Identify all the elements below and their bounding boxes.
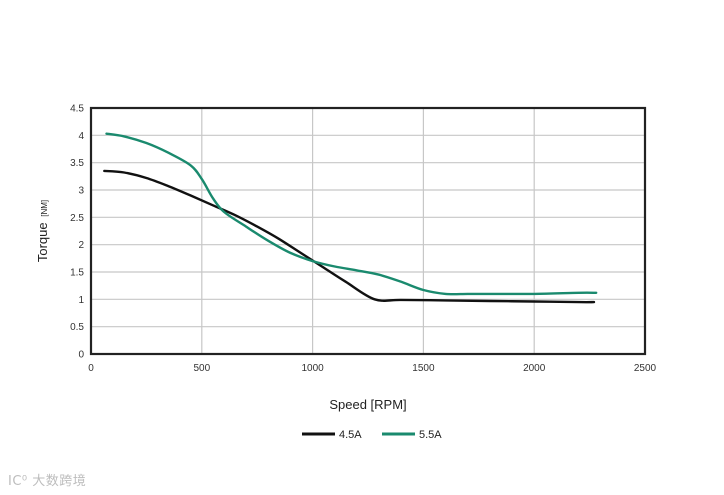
plot-frame [89, 106, 647, 356]
watermark-logo: IC⁰ 大数跨境 [8, 474, 87, 489]
y-tick-label: 4.5 [70, 104, 84, 115]
series-line-2 [105, 132, 598, 296]
y-axis-unit: [NM] [40, 200, 49, 217]
y-tick-label: 4 [78, 131, 84, 142]
y-tick-label: 3.5 [70, 158, 84, 169]
x-tick-label: 0 [88, 363, 94, 374]
grid-lines [90, 107, 646, 355]
x-axis-title: Speed [RPM] [329, 397, 406, 412]
y-axis-title-text: Torque [35, 222, 50, 262]
y-tick-label: 1 [78, 295, 84, 306]
legend-label-1: 4.5A [339, 429, 362, 441]
y-tick-label: 0 [78, 350, 84, 361]
legend: 4.5A 5.5A [302, 429, 442, 441]
y-tick-label: 2 [78, 240, 84, 251]
x-tick-label: 500 [193, 363, 210, 374]
y-tick-label: 0.5 [70, 322, 84, 333]
y-tick-labels: 0 0.5 1 1.5 2 2.5 3 3.5 4 4.5 [70, 104, 84, 361]
x-tick-label: 1000 [301, 363, 324, 374]
series-line-1 [103, 169, 596, 304]
series-lines [103, 132, 598, 304]
x-tick-label: 2500 [634, 363, 657, 374]
y-tick-label: 2.5 [70, 213, 84, 224]
x-tick-labels: 0 500 1000 1500 2000 2500 [88, 363, 656, 374]
y-tick-label: 1.5 [70, 268, 84, 279]
y-axis-title: Torque [NM] [35, 200, 50, 262]
y-tick-label: 3 [78, 186, 84, 197]
x-tick-label: 1500 [412, 363, 435, 374]
x-tick-label: 2000 [523, 363, 546, 374]
legend-label-2: 5.5A [419, 429, 442, 441]
